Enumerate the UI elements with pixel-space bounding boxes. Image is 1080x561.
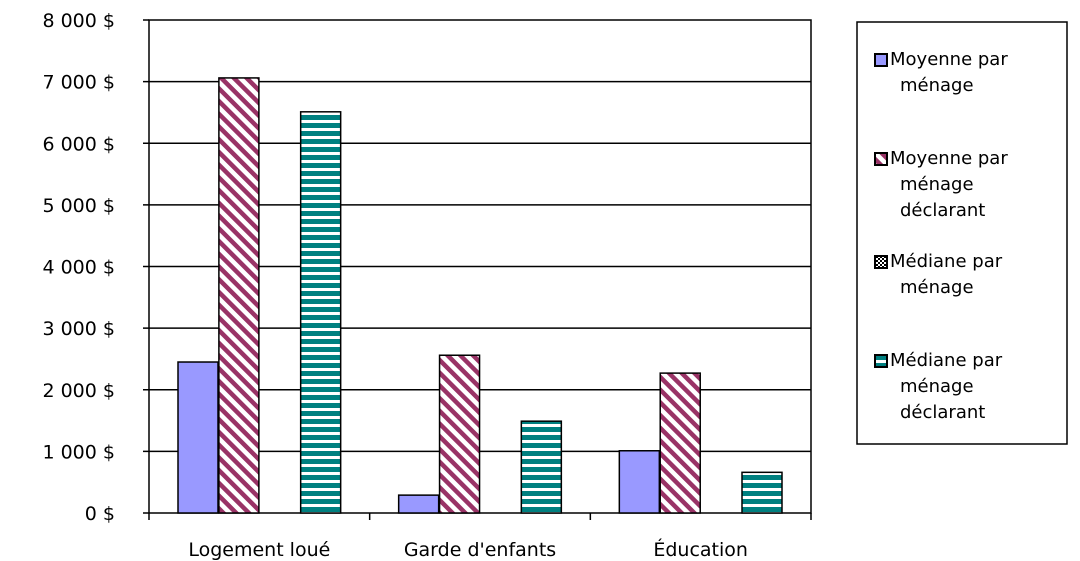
y-tick-label: 2 000 $ xyxy=(42,380,115,402)
legend-box xyxy=(856,21,1068,445)
legend-label: Moyenne par ménage déclarant xyxy=(890,148,1008,221)
legend-label: Moyenne par ménage xyxy=(890,49,1008,96)
bar xyxy=(438,354,481,514)
legend-item: Médiane par ménage xyxy=(874,251,1003,298)
legend-label: Médiane par ménage déclarant xyxy=(890,350,1003,423)
y-tick-label: 3 000 $ xyxy=(42,318,115,340)
x-category-label: Éducation xyxy=(653,538,748,561)
bar xyxy=(520,420,563,514)
bar xyxy=(177,361,219,514)
x-category-label: Garde d'enfants xyxy=(404,539,556,561)
bar xyxy=(659,372,701,514)
bar xyxy=(218,77,260,514)
legend-swatch xyxy=(874,354,888,368)
legend-item: Médiane par ménage déclarant xyxy=(874,350,1003,423)
bar xyxy=(618,450,661,514)
bar xyxy=(299,111,342,514)
legend-item: Moyenne par ménage déclarant xyxy=(874,148,1008,221)
bar xyxy=(397,494,440,514)
bars xyxy=(177,77,783,514)
legend: Moyenne par ménage Moyenne par ménage déclar… xyxy=(856,21,1068,445)
legend-item: Moyenne par ménage xyxy=(874,49,1008,96)
legend-swatch xyxy=(874,152,888,166)
y-tick-label: 0 $ xyxy=(85,503,115,525)
legend-swatch xyxy=(874,53,888,67)
y-tick-label: 1 000 $ xyxy=(42,441,115,463)
x-category-label: Logement loué xyxy=(188,539,330,561)
legend-swatch xyxy=(874,255,888,269)
x-axis: Logement loué Garde d'enfants Éducation xyxy=(148,513,812,561)
y-tick-label: 7 000 $ xyxy=(42,72,115,94)
legend-label: Médiane par ménage xyxy=(890,251,1003,298)
y-tick-label: 4 000 $ xyxy=(42,257,115,279)
y-axis: 0 $ 1 000 $ 2 000 $ 3 000 $ 4 000 $ 5 000 $ 6 … xyxy=(42,10,149,525)
y-tick-label: 5 000 $ xyxy=(42,195,115,217)
y-tick-label: 6 000 $ xyxy=(42,133,115,155)
bar xyxy=(741,471,783,514)
y-tick-label: 8 000 $ xyxy=(42,10,115,32)
